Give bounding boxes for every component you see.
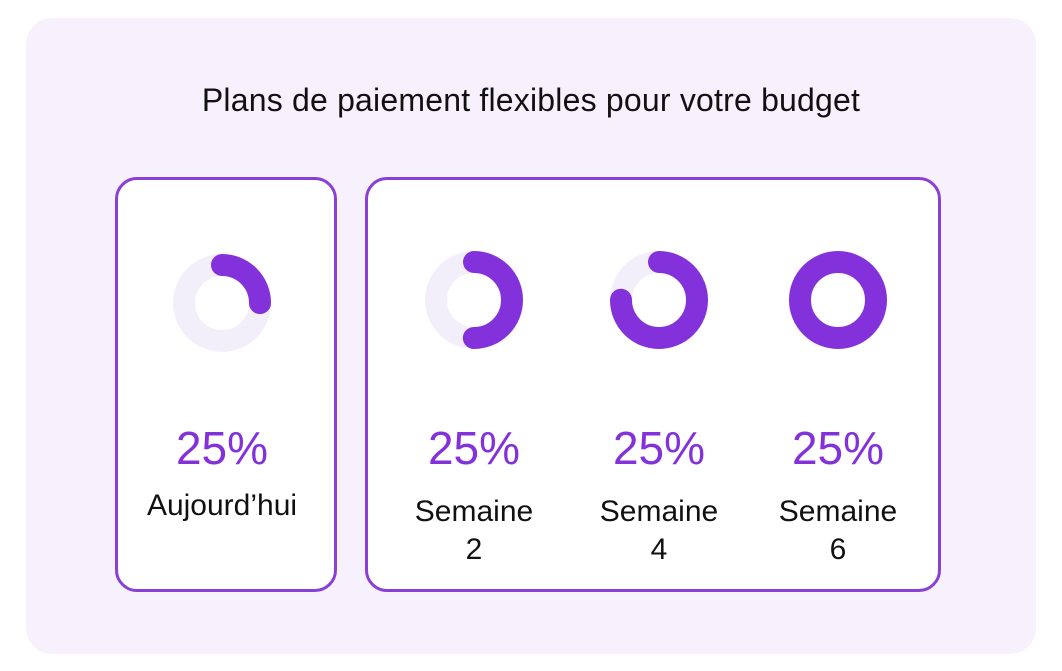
- payment-week-6: 25% Semaine 6: [748, 245, 928, 568]
- card-weeks: [365, 177, 941, 592]
- donut-progress: [425, 251, 523, 349]
- label-week-4-line1: Semaine: [599, 495, 719, 528]
- donut-today: [173, 254, 271, 352]
- percent-week-6: 25%: [791, 422, 885, 474]
- label-week-6-line1: Semaine: [778, 495, 898, 528]
- label-week-2: Semaine 2: [384, 493, 564, 568]
- payment-week-2: 25% Semaine 2: [384, 245, 564, 568]
- percent-week-2: 25%: [427, 422, 521, 474]
- percent-today: 25%: [175, 422, 269, 474]
- label-week-2-line2: 2: [465, 532, 483, 566]
- label-week-2-line1: Semaine: [414, 495, 534, 528]
- payment-today: 25% Aujourd’hui: [132, 248, 312, 525]
- donut-progress: [610, 251, 708, 349]
- label-week-4-line2: 4: [650, 532, 668, 566]
- label-week-6-line2: 6: [829, 532, 847, 566]
- label-today: Aujourd’hui: [146, 489, 298, 522]
- percent-week-4: 25%: [612, 422, 706, 474]
- payment-week-4: 25% Semaine 4: [569, 245, 749, 568]
- page-title: Plans de paiement flexibles pour votre b…: [201, 82, 861, 118]
- label-week-6: Semaine 6: [748, 493, 928, 568]
- donut-week-6: [789, 251, 887, 349]
- donut-week-2: [425, 251, 523, 349]
- donut-progress: [789, 251, 887, 349]
- donut-progress: [173, 254, 271, 352]
- label-week-4: Semaine 4: [569, 493, 749, 568]
- donut-week-4: [610, 251, 708, 349]
- card-today: [115, 177, 337, 592]
